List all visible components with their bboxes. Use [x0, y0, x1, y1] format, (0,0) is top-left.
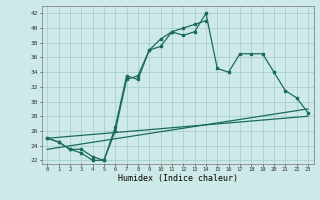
X-axis label: Humidex (Indice chaleur): Humidex (Indice chaleur) [118, 174, 237, 183]
